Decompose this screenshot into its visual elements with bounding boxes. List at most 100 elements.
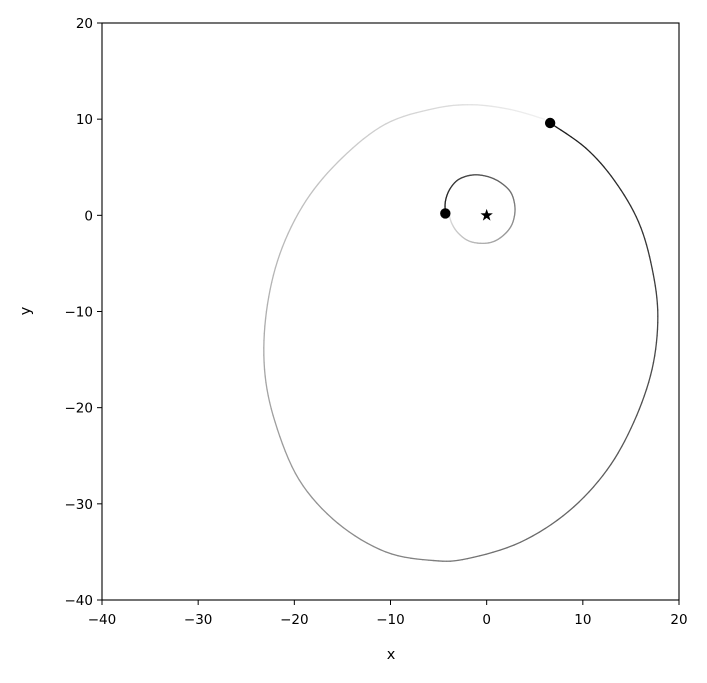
orbit-trail-segment — [282, 240, 285, 247]
orbit-trail-segment — [266, 383, 267, 390]
orbit-trail-segment — [291, 220, 294, 227]
orbit-trail-segment — [423, 560, 429, 561]
orbit-trail-segment — [649, 376, 651, 383]
orbit-trail-2 — [445, 175, 515, 244]
orbit-trail-segment — [349, 532, 355, 536]
orbit-trail-segment — [285, 233, 288, 240]
orbit-trail-segment — [288, 459, 291, 466]
central-star-marker — [480, 209, 492, 221]
orbit-trail-segment — [527, 536, 533, 539]
orbit-trail-segment — [458, 560, 462, 561]
y-tick-label: 0 — [84, 208, 93, 224]
orbit-trail-segment — [392, 554, 398, 556]
orbit-trail-segment — [641, 228, 643, 234]
orbit-trail-segment — [603, 470, 607, 476]
orbit-trail-segment — [322, 509, 327, 514]
orbit-trail-segment — [278, 254, 280, 261]
orbit-trail-segment — [601, 163, 605, 167]
orbit-trail-segment — [653, 274, 654, 280]
orbit-trail-segment — [327, 514, 332, 519]
orbit-trail-segment — [264, 326, 265, 333]
orbit-trail-segment — [624, 195, 627, 200]
orbit-trail-segment — [343, 528, 349, 532]
orbit-trail-segment — [642, 396, 644, 403]
orbit-trail-segment — [273, 415, 275, 422]
orbit-trail-segment — [644, 389, 646, 396]
y-tick-label: −20 — [65, 401, 94, 417]
orbit-trail-segment — [514, 542, 521, 545]
orbit-trail-segment — [267, 389, 268, 395]
orbit-trail-segment — [650, 369, 652, 376]
orbit-trail-segment — [361, 540, 367, 544]
orbit-trail-segment — [631, 422, 634, 428]
y-tick-label: −40 — [65, 593, 94, 609]
orbit-trail-segment — [323, 173, 328, 178]
orbit-trail-segment — [648, 251, 649, 257]
orbit-trail-segment — [380, 124, 386, 127]
orbit-trail-segment — [631, 206, 634, 211]
orbit-trail-segment — [317, 503, 322, 508]
orbit-trail-segment — [479, 554, 486, 556]
orbit-trail-segment — [594, 481, 599, 486]
body-marker-2 — [440, 208, 450, 218]
x-axis-label: x — [387, 647, 396, 663]
orbit-trail-segment — [501, 108, 506, 109]
orbit-trail-segment — [500, 548, 507, 550]
orbit-trail-segment — [380, 549, 386, 552]
orbit-trail-segment — [652, 363, 653, 370]
orbit-trail-segment — [363, 135, 368, 139]
orbit-trail-segment — [487, 106, 492, 107]
orbit-trail-segment — [515, 111, 520, 112]
orbit-trail-segment — [584, 492, 589, 497]
x-tick-label: 10 — [574, 612, 591, 628]
orbit-trail-segment — [628, 428, 631, 434]
orbit-trail-segment — [628, 201, 631, 206]
orbit-trail-segment — [347, 148, 352, 153]
orbit-trail-segment — [392, 119, 398, 122]
orbit-trail-segment — [265, 376, 266, 383]
orbit-trail-segment — [312, 498, 317, 504]
orbit-trail-segment — [566, 133, 571, 137]
orbit-trail-segment — [428, 109, 434, 110]
orbit-trail-segment — [520, 539, 526, 542]
orbit-trail-segment — [643, 233, 645, 239]
orbit-trail-segment — [492, 106, 497, 107]
orbit-trail-segment — [462, 559, 467, 560]
orbit-trail-segment — [604, 167, 607, 171]
orbit-trail-segment — [633, 211, 636, 216]
orbit-trail-segment — [303, 486, 307, 492]
orbit-trail-segment — [273, 268, 275, 275]
orbit-trail-segment — [611, 176, 614, 181]
orbit-trail-segment — [530, 115, 534, 116]
orbit-trail-segment — [342, 153, 347, 158]
orbit-trail-segment — [563, 512, 569, 516]
orbit-trail-segment — [283, 444, 286, 452]
orbit-trail-segment — [636, 217, 638, 222]
orbit-trail-segment — [511, 110, 516, 111]
orbit-trail-segment — [410, 113, 416, 115]
orbit-trail-segment — [302, 201, 306, 207]
orbit-trail-segment — [615, 453, 619, 459]
orbit-trail-segment — [269, 290, 270, 297]
orbit-trail-segment — [337, 158, 342, 163]
orbit-trail-segment — [404, 114, 410, 116]
orbit-trail-segment — [374, 127, 380, 131]
orbit-trail-segment — [404, 557, 410, 558]
y-tick-label: 10 — [76, 112, 93, 128]
orbit-trail-segment — [581, 144, 585, 148]
orbit-trail-segment — [568, 507, 573, 512]
orbit-trail-segment — [576, 141, 581, 145]
orbit-trail-segment — [411, 558, 417, 559]
orbit-trail-segment — [608, 172, 611, 176]
orbit-trail-segment — [590, 152, 594, 156]
orbit-trail-segment — [319, 178, 324, 183]
orbit-trail-segment — [653, 356, 654, 363]
orbit-trail-segment — [272, 275, 274, 282]
orbit-trail-segment — [493, 550, 500, 552]
x-tick-label: 0 — [482, 612, 491, 628]
orbit-trail-segment — [280, 247, 283, 254]
orbit-trail-segment — [308, 492, 313, 498]
